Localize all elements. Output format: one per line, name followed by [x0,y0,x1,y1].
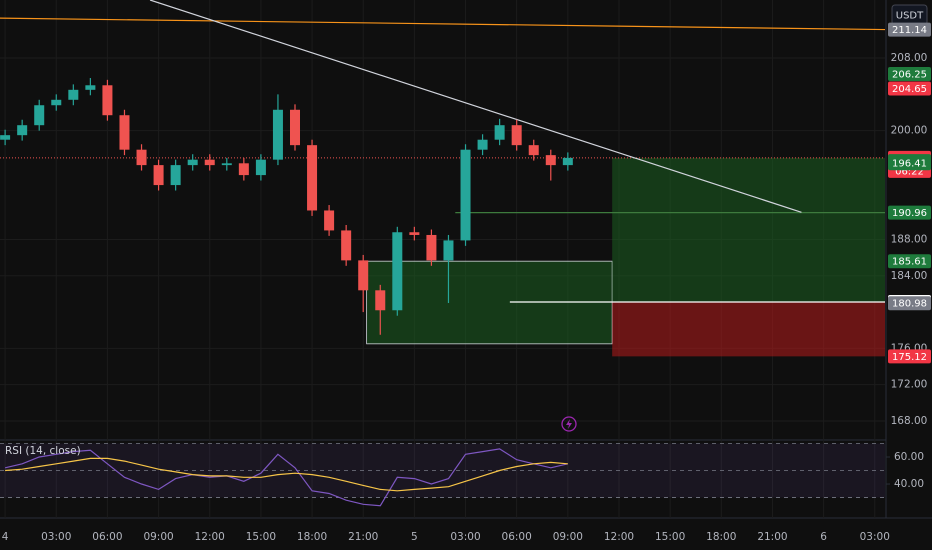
candle-body [443,240,454,261]
candle-body [17,125,28,136]
candle-body [221,163,232,166]
candle-body [85,85,96,90]
x-tick-label: 12:00 [604,531,634,543]
price-tag [888,205,931,220]
price-tag [888,66,931,81]
x-tick-label: 18:00 [706,531,736,543]
price-tag [888,296,931,311]
candle-body [136,149,147,166]
rsi-title: RSI (14, close) [5,445,81,457]
price-tag-label: 175.12 [892,352,927,363]
x-tick-label: 21:00 [757,531,787,543]
candle-body [51,99,62,106]
candle-body [409,232,420,235]
candle-body [290,109,300,146]
grid [0,0,885,518]
candle-body [119,115,130,150]
x-tick-label: 12:00 [195,531,225,543]
candle-body [307,145,318,211]
candle-body [494,125,505,140]
candle-body [358,260,369,291]
candle-body [170,165,181,186]
candle-body [204,159,215,166]
x-tick-label: 21:00 [348,531,378,543]
price-tag [888,254,931,269]
rsi-tick-label: 60.00 [894,451,924,463]
price-tag [888,156,931,171]
candle-body [392,232,403,311]
y-tick-label: 172.00 [891,379,928,391]
trendline [149,0,802,213]
candle-body [562,157,573,166]
rsi-tick-label: 40.00 [894,478,924,490]
y-tick-label: 188.00 [891,234,928,246]
rsi-line [4,448,568,507]
x-tick-label: 5 [411,531,418,543]
candle-body [528,145,539,156]
alert-bolt [566,419,572,429]
x-tick-label: 09:00 [143,531,173,543]
candle-body [341,230,352,261]
price-tag-label: 204.65 [892,84,927,95]
candle-body [324,210,335,231]
x-tick-label: 18:00 [297,531,327,543]
candle-body [545,155,556,166]
position-zone [612,302,885,357]
currency: USDT [896,11,924,22]
price-tag-label: 190.96 [892,208,927,219]
candle-body [34,105,45,126]
candle-body [68,89,79,100]
x-tick-label: 06:00 [92,531,122,543]
rsi-ma-line [5,457,568,492]
x-tick-label: 15:00 [655,531,685,543]
price-tag-label: 196.41 [892,159,927,170]
candle-body [255,159,266,176]
x-tick-label: 09:00 [553,531,583,543]
y-tick-label: 184.00 [891,270,928,282]
x-tick-label: 03:00 [41,531,71,543]
x-tick-label: 03:00 [860,531,890,543]
candle-body [477,139,488,150]
price-tag-label: 206.25 [892,69,927,80]
price-tag-label: 211.14 [892,25,927,36]
countdown: 06:22 [895,166,924,177]
x-tick-label: 06:00 [502,531,532,543]
y-tick-label: 208.00 [891,52,928,64]
candle-body [272,109,283,160]
x-tick-label: 03:00 [450,531,480,543]
candle-body [460,149,471,241]
candle-body [102,85,113,116]
x-tick-label: 4 [2,531,9,543]
price-tag [888,349,931,364]
price-tag-label: 180.98 [892,299,927,310]
price-tag [888,81,931,96]
plot [0,0,886,507]
price-tag [888,22,931,37]
candle-body [0,135,11,140]
y-tick-label: 200.00 [891,125,928,137]
candle-body [187,159,198,166]
candle-body [238,163,249,176]
candle-body [153,165,164,186]
trendline [0,17,886,31]
candle-body [426,234,437,261]
x-tick-label: 15:00 [246,531,276,543]
position-zone [612,157,885,303]
candle-body [375,290,386,311]
price-tag-label: 185.61 [892,257,927,268]
alert-icon[interactable] [561,416,577,432]
candle-body [511,125,522,146]
y-tick-label: 168.00 [891,415,928,427]
x-tick-label: 6 [820,531,827,543]
